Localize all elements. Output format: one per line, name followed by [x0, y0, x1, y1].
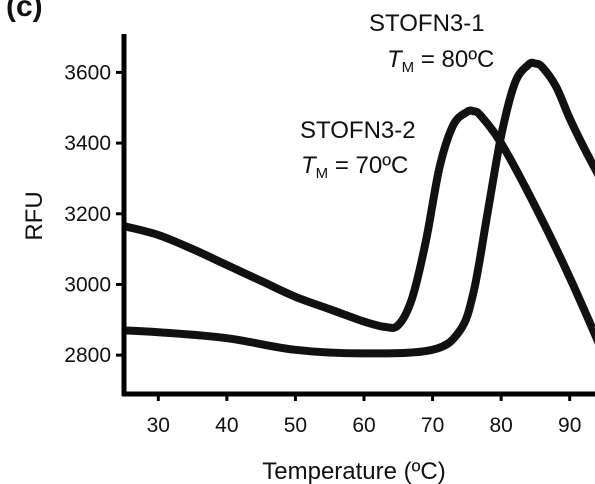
x-tick-label-30: 30: [147, 414, 170, 437]
series-layer: [124, 58, 595, 358]
x-tick-label-90: 90: [558, 414, 581, 437]
annotation-stofn3-1-tm: TM = 80ºC: [387, 46, 494, 76]
x-tick-label-40: 40: [215, 414, 238, 437]
annotation-stofn3-1-tm-symbol: T: [387, 46, 404, 73]
x-tick-label-70: 70: [421, 414, 444, 437]
y-tick-label-2800: 2800: [64, 344, 111, 367]
series-line-1: [124, 106, 595, 345]
series-line-2: [124, 58, 595, 358]
annotation-stofn3-2-tm: TM = 70ºC: [301, 152, 408, 182]
x-tick-label-80: 80: [489, 414, 512, 437]
x-tick-label-50: 50: [284, 414, 307, 437]
annotation-stofn3-2-tm-value: = 70ºC: [328, 152, 408, 179]
y-tick-label-3000: 3000: [64, 273, 111, 296]
annotation-stofn3-1-name: STOFN3-1: [369, 10, 485, 37]
y-axis-title: RFU: [21, 191, 48, 240]
x-axis-title: Temperature (ºC): [262, 458, 445, 484]
axis-layer: 2800 3000 3200 3400 3600 30 40 50 60 70 80 90: [64, 34, 595, 437]
y-tick-label-3200: 3200: [64, 203, 111, 226]
annotation-stofn3-2-tm-subscript: M: [316, 165, 329, 182]
annotation-stofn3-1-tm-value: = 80ºC: [414, 46, 494, 73]
y-tick-label-3600: 3600: [64, 61, 111, 84]
annotation-stofn3-2: STOFN3-2 TM = 70ºC: [300, 117, 416, 182]
annotation-stofn3-2-name: STOFN3-2: [300, 117, 416, 144]
x-tick-label-60: 60: [352, 414, 375, 437]
y-tick-label-3400: 3400: [64, 132, 111, 155]
panel-label: (c): [6, 0, 43, 23]
annotation-stofn3-1: STOFN3-1 TM = 80ºC: [369, 10, 494, 76]
annotation-stofn3-2-tm-symbol: T: [301, 152, 318, 179]
annotation-stofn3-1-tm-subscript: M: [402, 59, 415, 76]
